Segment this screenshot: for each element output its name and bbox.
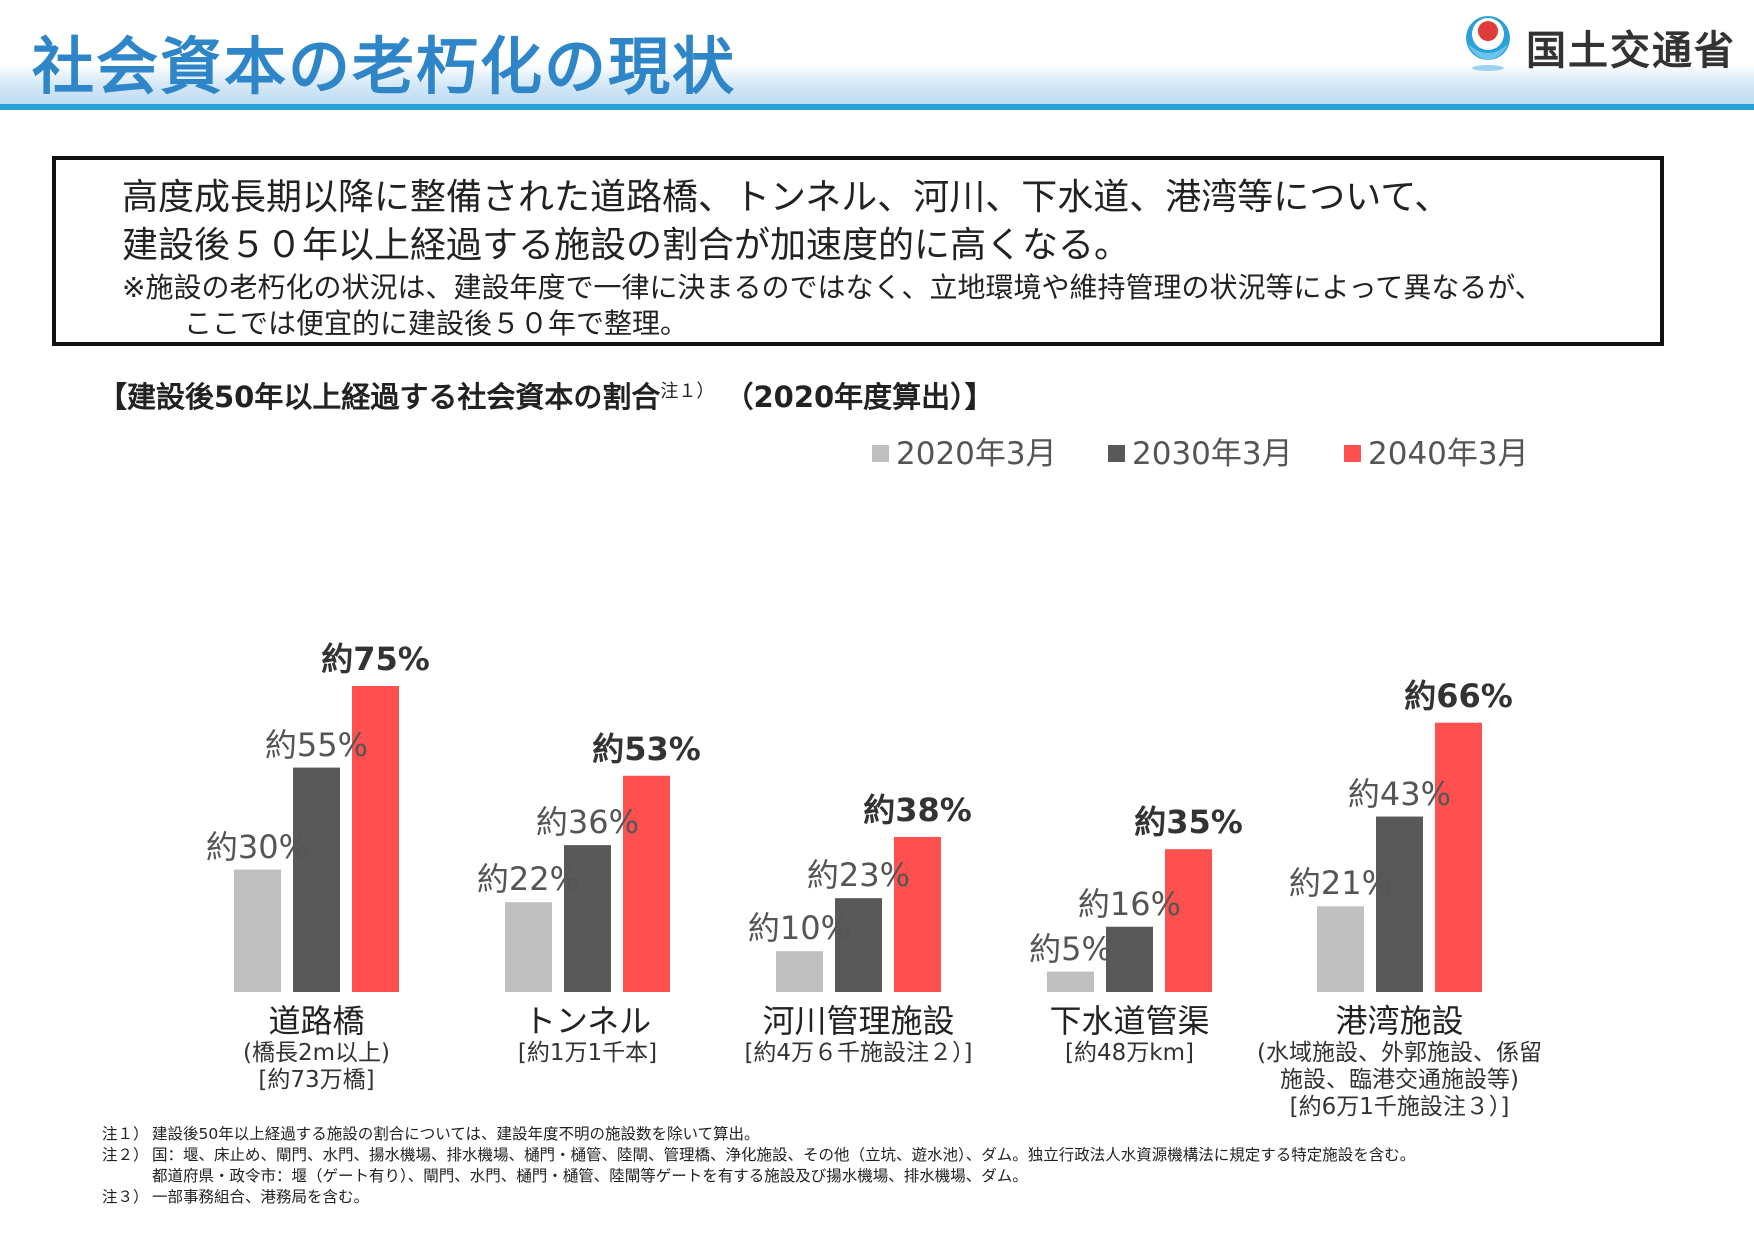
category-name: 下水道管渠 <box>1049 1002 1210 1040</box>
bar-5-2040 <box>1435 722 1482 992</box>
summary-line-1: 高度成長期以降に整備された道路橋、トンネル、河川、下水道、港湾等について、 <box>122 177 1451 218</box>
summary-box: 高度成長期以降に整備された道路橋、トンネル、河川、下水道、港湾等について、 建設… <box>52 156 1664 346</box>
title-band <box>0 64 1754 108</box>
category-detail: (橋長2m以上) <box>243 1040 390 1066</box>
page-title: 社会資本の老朽化の現状 <box>32 30 737 103</box>
bar-5-2030 <box>1376 816 1423 992</box>
legend-swatch-2020 <box>872 445 889 462</box>
value-label-1-2030: 約55% <box>264 725 369 764</box>
footnote-2: 注２） 国：堰、床止め、閘門、水門、揚水機場、排水機場、樋門・樋管、陸閘、管理橋、… <box>102 1146 1416 1164</box>
chart-title: 【建設後50年以上経過する社会資本の割合注１） （2020年度算出）】 <box>98 374 994 416</box>
value-label-3-2020: 約10% <box>747 909 852 948</box>
footnotes: 注１） 建設後50年以上経過する施設の割合については、建設年度不明の施設数を除いて… <box>102 1124 1415 1208</box>
legend-label-2040: 2040年3月 <box>1368 436 1529 472</box>
legend-label-2030: 2030年3月 <box>1132 436 1293 472</box>
summary-note-2: ここでは便宜的に建設後５０年で整理。 <box>184 307 689 340</box>
footnote-3: 注３） 一部事務組合、港務局を含む。 <box>102 1188 370 1206</box>
category-name: 道路橋 <box>268 1002 365 1040</box>
category-label-4: 下水道管渠 [約48万km] <box>1049 1002 1209 1067</box>
category-detail: [約4万６千施設注２）] <box>744 1040 973 1066</box>
category-label-2: トンネル [約1万1千本] <box>518 1002 657 1067</box>
category-detail: [約73万橋] <box>258 1067 375 1093</box>
category-label-3: 河川管理施設 [約4万６千施設注２）] <box>744 1002 972 1067</box>
bar-2-2030 <box>564 845 611 992</box>
bar-5-2020 <box>1317 906 1364 992</box>
category-detail: 施設、臨港交通施設等) <box>1280 1067 1519 1093</box>
bar-1-2030 <box>293 767 340 992</box>
bar-4-2030 <box>1106 926 1153 992</box>
title-underline <box>0 104 1754 110</box>
category-detail: [約6万1千施設注３）] <box>1289 1094 1510 1120</box>
value-label-1-2020: 約30% <box>205 827 310 866</box>
category-detail: (水域施設、外郭施設、係留 <box>1257 1040 1542 1066</box>
bar-3-2040 <box>894 836 941 992</box>
value-label-5-2030: 約43% <box>1347 774 1452 813</box>
value-label-3-2040: 約38% <box>863 790 972 829</box>
value-label-2-2040: 約53% <box>592 729 701 768</box>
bar-3-2030 <box>835 898 882 992</box>
ministry-name: 国土交通省 <box>1526 28 1736 74</box>
bar-1-2020 <box>234 869 281 992</box>
value-label-4-2030: 約16% <box>1077 884 1182 923</box>
category-name: 河川管理施設 <box>762 1002 955 1040</box>
value-label-3-2030: 約23% <box>806 856 911 895</box>
category-name: 港湾施設 <box>1335 1002 1464 1040</box>
chart-title-note: 注１） <box>660 381 715 402</box>
bar-4-2040 <box>1165 849 1212 992</box>
footnote-2-cont: 都道府県・政令市：堰（ゲート有り）、閘門、水門、樋門・樋管、陸閘等ゲートを有する… <box>152 1167 1028 1185</box>
ministry-logo: 国土交通省 <box>1462 14 1742 74</box>
value-label-5-2020: 約21% <box>1288 864 1393 903</box>
mlit-logo-icon <box>1466 16 1510 71</box>
bar-1-2040 <box>352 686 399 992</box>
bar-3-2020 <box>776 951 823 992</box>
chart-title-main: 【建設後50年以上経過する社会資本の割合 <box>98 380 661 414</box>
summary-line-2: 建設後５０年以上経過する施設の割合が加速度的に高くなる。 <box>122 225 1131 266</box>
footnote-1: 注１） 建設後50年以上経過する施設の割合については、建設年度不明の施設数を除いて… <box>102 1125 760 1143</box>
value-label-1-2040: 約75% <box>321 640 430 678</box>
legend-label-2020: 2020年3月 <box>896 436 1057 472</box>
bar-2-2040 <box>623 775 670 992</box>
value-label-2-2020: 約22% <box>476 860 581 899</box>
category-name: トンネル <box>523 1002 652 1040</box>
legend-item-2030: 2030年3月 <box>1108 428 1293 472</box>
category-detail: [約48万km] <box>1065 1040 1194 1066</box>
legend-swatch-2030 <box>1108 445 1125 462</box>
category-label-5: 港湾施設 (水域施設、外郭施設、係留 施設、臨港交通施設等) [約6万1千施設注３）] <box>1257 1002 1542 1121</box>
value-label-4-2020: 約5% <box>1029 929 1112 968</box>
legend-swatch-2040 <box>1344 445 1361 462</box>
bar-4-2020 <box>1047 971 1094 992</box>
category-label-1: 道路橋 (橋長2m以上) [約73万橋] <box>243 1002 390 1094</box>
summary-note-1: ※施設の老朽化の状況は、建設年度で一律に決まるのではなく、立地環境や維持管理の状… <box>122 271 1543 304</box>
value-label-5-2040: 約66% <box>1404 676 1513 715</box>
legend-item-2040: 2040年3月 <box>1344 428 1529 472</box>
value-label-4-2040: 約35% <box>1134 803 1243 842</box>
category-detail: [約1万1千本] <box>517 1040 658 1066</box>
legend-item-2020: 2020年3月 <box>872 428 1057 472</box>
chart-title-suffix: （2020年度算出）】 <box>724 380 994 414</box>
bar-2-2020 <box>505 902 552 992</box>
value-label-2-2030: 約36% <box>535 803 640 842</box>
